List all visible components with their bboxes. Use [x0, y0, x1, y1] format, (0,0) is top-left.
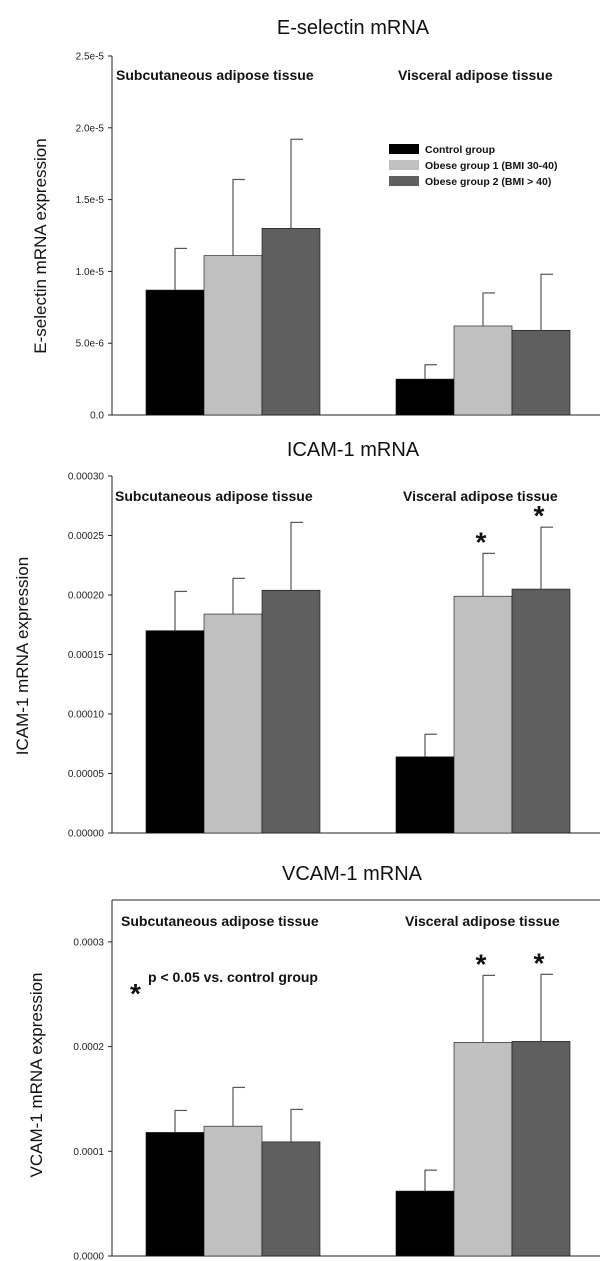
- y-axis-label: E-selectin mRNA expression: [31, 138, 50, 353]
- bar: [261, 589, 321, 834]
- region-label-visceral: Visceral adipose tissue: [405, 913, 560, 929]
- y-tick-label: 2.5e-5: [76, 52, 105, 63]
- y-tick-label: 0.0001: [73, 1147, 104, 1158]
- region-label-visceral: Visceral adipose tissue: [398, 67, 553, 83]
- bar: [511, 329, 571, 416]
- y-tick-label: 0.00010: [68, 710, 105, 721]
- y-tick-label: 0.00030: [68, 472, 105, 483]
- panel-vcam-1: VCAM-1 mRNA VCAM-1 mRNA expression Subcu…: [27, 863, 600, 1261]
- significance-star: *: [534, 947, 545, 978]
- bar: [395, 756, 455, 834]
- significance-star: *: [534, 500, 545, 531]
- bar: [395, 378, 455, 416]
- y-tick-label: 0.00000: [68, 829, 105, 840]
- y-tick-label: 0.00025: [68, 531, 105, 542]
- legend-label-control: Control group: [425, 144, 495, 156]
- bar: [203, 1125, 263, 1257]
- y-tick-label: 0.0: [90, 411, 104, 422]
- legend-swatch-control: [389, 144, 419, 154]
- region-label-visceral: Visceral adipose tissue: [403, 488, 558, 504]
- bar: [203, 255, 263, 416]
- bar: [261, 228, 321, 416]
- region-label-subcutaneous: Subcutaneous adipose tissue: [115, 488, 313, 504]
- legend-label-obese1: Obese group 1 (BMI 30-40): [425, 160, 557, 172]
- y-tick-label: 0.0002: [73, 1042, 104, 1053]
- bar: [453, 1042, 513, 1257]
- y-tick-label: 1.5e-5: [76, 195, 105, 206]
- y-tick-label: 0.00015: [68, 650, 105, 661]
- chart-title: ICAM-1 mRNA: [287, 439, 420, 461]
- y-tick-label: 2.0e-5: [76, 123, 105, 134]
- legend-swatch-obese1: [389, 160, 419, 170]
- y-tick-label: 0.00020: [68, 591, 105, 602]
- bar: [511, 588, 571, 834]
- bar: [145, 630, 205, 834]
- chart-title: E-selectin mRNA: [277, 17, 430, 39]
- significance-note: p < 0.05 vs. control group: [148, 969, 318, 985]
- panel-e-selectin: E-selectin mRNA E-selectin mRNA expressi…: [31, 17, 600, 422]
- y-tick-label: 0.0000: [73, 1252, 104, 1261]
- significance-star: *: [476, 526, 487, 557]
- bar: [453, 595, 513, 834]
- bar: [145, 1132, 205, 1257]
- note-asterisk: *: [130, 978, 141, 1009]
- panel-icam-1: ICAM-1 mRNA ICAM-1 mRNA expression Subcu…: [13, 439, 600, 840]
- legend: Control group Obese group 1 (BMI 30-40) …: [389, 144, 557, 188]
- bar: [511, 1041, 571, 1257]
- bar: [453, 325, 513, 416]
- bar: [203, 613, 263, 834]
- y-tick-label: 0.0003: [73, 937, 104, 948]
- region-label-subcutaneous: Subcutaneous adipose tissue: [116, 67, 314, 83]
- bar: [261, 1141, 321, 1257]
- legend-swatch-obese2: [389, 176, 419, 186]
- significance-star: *: [476, 948, 487, 979]
- y-axis-label: VCAM-1 mRNA expression: [27, 972, 46, 1177]
- y-tick-label: 5.0e-6: [76, 339, 105, 350]
- bar: [395, 1190, 455, 1257]
- region-label-subcutaneous: Subcutaneous adipose tissue: [121, 913, 319, 929]
- y-tick-label: 1.0e-5: [76, 267, 105, 278]
- legend-label-obese2: Obese group 2 (BMI > 40): [425, 176, 551, 188]
- chart-title: VCAM-1 mRNA: [282, 863, 423, 885]
- bar: [145, 289, 205, 416]
- y-axis-label: ICAM-1 mRNA expression: [13, 557, 32, 755]
- y-tick-label: 0.00005: [68, 769, 105, 780]
